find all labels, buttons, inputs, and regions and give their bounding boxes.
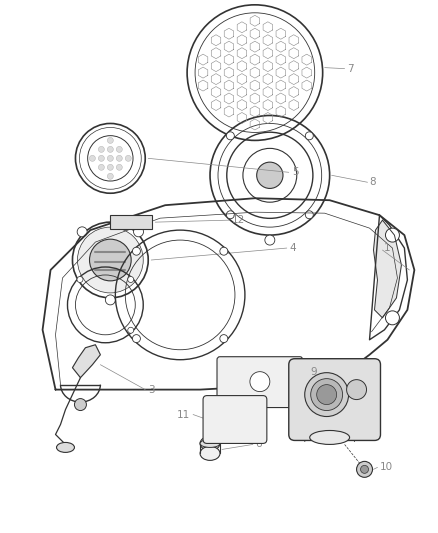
Polygon shape bbox=[374, 220, 401, 318]
Circle shape bbox=[99, 164, 104, 171]
Bar bbox=[110, 215, 152, 229]
Circle shape bbox=[132, 335, 141, 343]
Circle shape bbox=[360, 465, 368, 473]
Circle shape bbox=[132, 247, 141, 255]
Circle shape bbox=[305, 132, 313, 140]
Circle shape bbox=[250, 372, 270, 392]
Circle shape bbox=[385, 311, 399, 325]
Circle shape bbox=[117, 147, 122, 152]
Circle shape bbox=[107, 155, 113, 161]
Circle shape bbox=[233, 423, 237, 426]
Circle shape bbox=[226, 211, 234, 219]
Circle shape bbox=[128, 327, 134, 333]
Circle shape bbox=[346, 379, 367, 400]
Circle shape bbox=[385, 228, 399, 242]
Circle shape bbox=[77, 277, 83, 282]
Circle shape bbox=[220, 247, 228, 255]
FancyBboxPatch shape bbox=[203, 395, 267, 443]
Text: 12: 12 bbox=[232, 215, 245, 225]
Text: 11: 11 bbox=[177, 409, 190, 419]
Circle shape bbox=[125, 155, 131, 161]
Text: 6: 6 bbox=[255, 439, 261, 449]
Circle shape bbox=[311, 378, 343, 410]
Ellipse shape bbox=[57, 442, 74, 453]
Circle shape bbox=[77, 227, 87, 237]
Circle shape bbox=[220, 335, 228, 343]
Circle shape bbox=[257, 162, 283, 189]
Circle shape bbox=[357, 462, 372, 478]
Text: 3: 3 bbox=[148, 385, 155, 394]
Text: 9: 9 bbox=[310, 367, 317, 377]
Ellipse shape bbox=[200, 437, 220, 450]
Circle shape bbox=[134, 227, 144, 237]
Circle shape bbox=[74, 399, 86, 410]
Circle shape bbox=[317, 385, 337, 405]
Circle shape bbox=[107, 173, 113, 179]
Circle shape bbox=[128, 277, 134, 282]
Circle shape bbox=[117, 164, 122, 171]
Circle shape bbox=[99, 147, 104, 152]
Text: 7: 7 bbox=[348, 63, 354, 74]
Circle shape bbox=[106, 295, 115, 305]
FancyBboxPatch shape bbox=[289, 359, 381, 440]
Circle shape bbox=[305, 211, 313, 219]
FancyBboxPatch shape bbox=[217, 357, 303, 408]
Circle shape bbox=[78, 227, 143, 293]
Circle shape bbox=[89, 155, 95, 161]
Circle shape bbox=[107, 138, 113, 143]
Circle shape bbox=[265, 235, 275, 245]
Circle shape bbox=[107, 164, 113, 171]
Text: 5: 5 bbox=[292, 167, 298, 177]
Polygon shape bbox=[72, 345, 100, 378]
Text: 4: 4 bbox=[290, 243, 297, 253]
Circle shape bbox=[89, 239, 131, 281]
Circle shape bbox=[99, 155, 104, 161]
Text: 1: 1 bbox=[384, 243, 390, 253]
Ellipse shape bbox=[200, 439, 220, 447]
Circle shape bbox=[221, 406, 249, 433]
Circle shape bbox=[226, 132, 234, 140]
Circle shape bbox=[107, 147, 113, 152]
Ellipse shape bbox=[310, 431, 350, 445]
Circle shape bbox=[305, 373, 349, 416]
Text: 10: 10 bbox=[379, 462, 392, 472]
Circle shape bbox=[117, 155, 122, 161]
Ellipse shape bbox=[200, 447, 220, 461]
Text: 8: 8 bbox=[370, 177, 376, 187]
